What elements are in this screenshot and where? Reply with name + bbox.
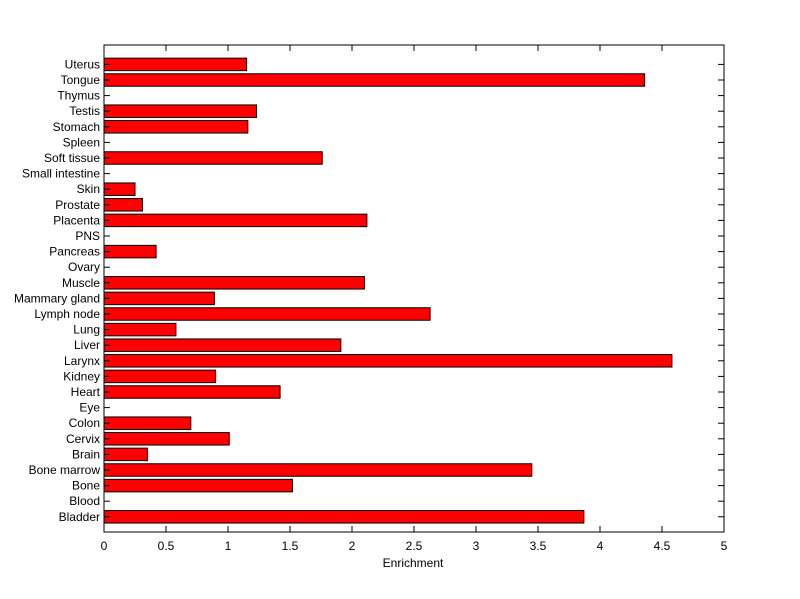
bar-bone-marrow <box>103 463 533 477</box>
y-tick-label: Mammary gland <box>14 291 100 305</box>
x-axis-label: Enrichment <box>383 556 444 570</box>
y-tick-label: Heart <box>71 385 101 399</box>
bar-stomach <box>103 120 249 134</box>
x-tick-label: 1.5 <box>282 539 299 553</box>
y-tick-label: Larynx <box>64 354 100 368</box>
y-tick-label: Ovary <box>68 260 100 274</box>
y-tick-label: Blood <box>69 494 100 508</box>
y-tick-label: Kidney <box>63 369 100 383</box>
y-tick-label: Eye <box>79 401 100 415</box>
x-tick-label: 2 <box>349 539 356 553</box>
bar-heart <box>103 385 281 399</box>
y-tick-label: Muscle <box>62 276 100 290</box>
bar-cervix <box>103 432 230 446</box>
y-tick-label: Uterus <box>65 57 100 71</box>
y-tick-label: Bone <box>72 479 100 493</box>
bar-kidney <box>103 369 217 384</box>
x-tick-label: 3 <box>473 539 480 553</box>
y-tick-label: Pancreas <box>49 245 100 259</box>
y-tick-label: Bone marrow <box>29 463 101 477</box>
bar-colon <box>103 416 192 430</box>
axes-frame <box>103 44 725 533</box>
y-tick-label: Spleen <box>63 135 100 149</box>
y-tick-label: Lymph node <box>34 307 100 321</box>
bar-tongue <box>103 73 646 87</box>
y-tick-label: Stomach <box>53 120 100 134</box>
y-tick-label: Small intestine <box>22 167 100 181</box>
bar-placenta <box>103 213 368 228</box>
bar-testis <box>103 104 258 118</box>
x-tick-label: 2.5 <box>406 539 423 553</box>
bar-soft-tissue <box>103 151 323 165</box>
y-tick-label: PNS <box>75 229 100 243</box>
bar-lung <box>103 322 177 337</box>
bar-lymph-node <box>103 307 431 321</box>
x-tick-labels: 0 0.5 1 1.5 2 2.5 3 3.5 4 4.5 5 <box>101 539 728 553</box>
x-tick-label: 1 <box>225 539 232 553</box>
y-tick-label: Tongue <box>61 73 101 87</box>
bar-brain <box>103 447 148 462</box>
y-tick-label: Cervix <box>66 432 100 446</box>
y-tick-label: Skin <box>77 182 100 196</box>
x-tick-label: 4.5 <box>654 539 671 553</box>
bar-mammary-gland <box>103 291 215 306</box>
y-tick-label: Placenta <box>53 213 100 227</box>
y-tick-label: Brain <box>72 447 100 461</box>
bar-uterus <box>103 57 248 72</box>
y-tick-label: Lung <box>73 323 100 337</box>
y-tick-label: Bladder <box>59 510 100 524</box>
bar-bladder <box>103 510 585 524</box>
bar-bone <box>103 478 293 493</box>
y-tick-label: Prostate <box>55 198 100 212</box>
y-tick-label: Soft tissue <box>44 151 100 165</box>
x-tick-label: 4 <box>597 539 604 553</box>
y-tick-label: Testis <box>69 104 100 118</box>
y-tick-label: Colon <box>69 416 100 430</box>
y-tick-label: Thymus <box>57 89 100 103</box>
bar-larynx <box>103 354 673 368</box>
ticks-group <box>103 45 725 532</box>
bar-muscle <box>103 276 365 290</box>
x-tick-label: 0.5 <box>158 539 175 553</box>
x-tick-label: 3.5 <box>530 539 547 553</box>
bar-pancreas <box>103 244 157 259</box>
bar-liver <box>103 338 342 352</box>
y-tick-label: Liver <box>74 338 100 352</box>
x-tick-label: 0 <box>101 539 108 553</box>
x-tick-label: 5 <box>721 539 728 553</box>
